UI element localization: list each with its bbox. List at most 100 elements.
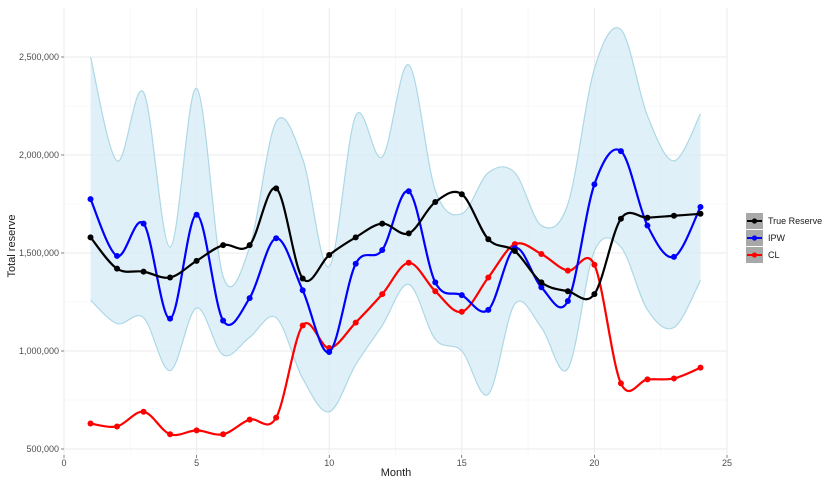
data-point-true-reserve: [326, 251, 333, 258]
y-tick-label: 1,500,000: [19, 248, 59, 258]
data-point-ipw: [299, 287, 306, 294]
x-tick-label: 25: [722, 458, 732, 468]
legend-key-point: [751, 218, 758, 224]
legend: True Reserve IPW CL: [746, 213, 822, 263]
legend-label: CL: [768, 250, 780, 260]
x-tick-label: 10: [324, 458, 334, 468]
data-point-ipw: [379, 247, 386, 254]
data-point-cl: [167, 431, 174, 438]
data-point-cl: [379, 291, 386, 298]
data-point-ipw: [485, 306, 492, 313]
series-cl: [87, 241, 704, 438]
legend-label: True Reserve: [768, 216, 822, 226]
data-point-cl: [485, 274, 492, 281]
data-point-true-reserve: [432, 199, 439, 206]
data-point-true-reserve: [697, 210, 704, 217]
data-point-cl: [299, 322, 306, 329]
data-point-cl: [140, 408, 147, 415]
data-point-ipw: [352, 260, 359, 267]
y-axis-ticks: 500,000 1,000,000 1,500,000 2,000,000 2,500,…: [19, 52, 64, 454]
y-axis-title: Total reserve: [6, 215, 18, 278]
data-point-cl: [193, 427, 200, 434]
data-point-cl: [220, 431, 227, 438]
data-point-ipw: [564, 298, 571, 305]
data-point-ipw: [458, 292, 465, 299]
data-point-true-reserve: [273, 185, 280, 192]
data-point-cl: [352, 319, 359, 326]
data-point-cl: [644, 376, 651, 383]
data-point-cl: [538, 250, 545, 257]
data-point-ipw: [114, 252, 121, 259]
data-point-ipw: [326, 348, 333, 355]
x-tick-label: 5: [194, 458, 199, 468]
data-point-true-reserve: [87, 234, 94, 241]
data-point-true-reserve: [670, 212, 677, 219]
x-tick-label: 0: [61, 458, 66, 468]
data-point-true-reserve: [140, 268, 147, 275]
data-point-ipw: [246, 295, 253, 302]
series-true-reserve: [87, 185, 704, 301]
plot-panel: [63, 8, 728, 455]
data-point-cl: [617, 380, 624, 387]
data-point-true-reserve: [511, 248, 518, 255]
legend-item-ipw: IPW: [746, 230, 786, 246]
data-point-cl: [591, 261, 598, 268]
data-point-ipw: [193, 211, 200, 218]
data-point-true-reserve: [405, 230, 412, 237]
data-point-true-reserve: [167, 274, 174, 281]
data-point-true-reserve: [220, 242, 227, 249]
data-point-true-reserve: [564, 288, 571, 295]
legend-label: IPW: [768, 233, 786, 243]
data-point-ipw: [220, 317, 227, 324]
data-point-ipw: [591, 181, 598, 188]
data-point-cl: [458, 308, 465, 315]
data-point-ipw: [697, 203, 704, 210]
x-axis-ticks: 0 5 10 15 20 25: [61, 455, 732, 468]
data-point-ipw: [405, 188, 412, 195]
data-point-true-reserve: [114, 265, 121, 272]
data-point-true-reserve: [246, 242, 253, 249]
legend-key-point: [751, 252, 758, 258]
data-point-cl: [697, 364, 704, 371]
data-point-ipw: [670, 253, 677, 260]
data-point-true-reserve: [379, 220, 386, 227]
data-point-true-reserve: [644, 214, 651, 221]
x-tick-label: 20: [589, 458, 599, 468]
confidence-band: [89, 27, 702, 413]
data-point-true-reserve: [591, 291, 598, 298]
data-point-cl: [273, 414, 280, 421]
data-point-cl: [246, 416, 253, 423]
y-tick-label: 1,000,000: [19, 346, 59, 356]
y-tick-label: 500,000: [26, 444, 59, 454]
band-lower-line: [90, 237, 702, 413]
legend-key-point: [751, 235, 758, 241]
data-point-true-reserve: [352, 234, 359, 241]
data-point-ipw: [167, 315, 174, 322]
data-point-ipw: [644, 222, 651, 229]
data-point-cl: [405, 259, 412, 266]
data-point-true-reserve: [193, 257, 200, 264]
data-point-cl: [564, 267, 571, 274]
data-point-ipw: [432, 279, 439, 286]
data-point-true-reserve: [485, 236, 492, 243]
legend-item-true-reserve: True Reserve: [746, 213, 822, 229]
series-layer: [87, 148, 704, 438]
data-point-ipw: [140, 220, 147, 227]
data-point-cl: [114, 423, 121, 430]
x-tick-label: 15: [457, 458, 467, 468]
y-tick-label: 2,500,000: [19, 52, 59, 62]
data-point-cl: [670, 375, 677, 382]
band-upper-line: [89, 27, 702, 288]
band-fill: [90, 27, 701, 412]
data-point-ipw: [617, 148, 624, 155]
data-point-ipw: [87, 196, 94, 203]
data-point-ipw: [538, 284, 545, 291]
data-point-true-reserve: [617, 215, 624, 222]
data-point-true-reserve: [458, 191, 465, 198]
data-point-true-reserve: [299, 275, 306, 282]
data-point-true-reserve: [538, 279, 545, 286]
y-tick-label: 2,000,000: [19, 150, 59, 160]
x-axis-title: Month: [381, 467, 412, 479]
legend-item-cl: CL: [746, 247, 780, 263]
